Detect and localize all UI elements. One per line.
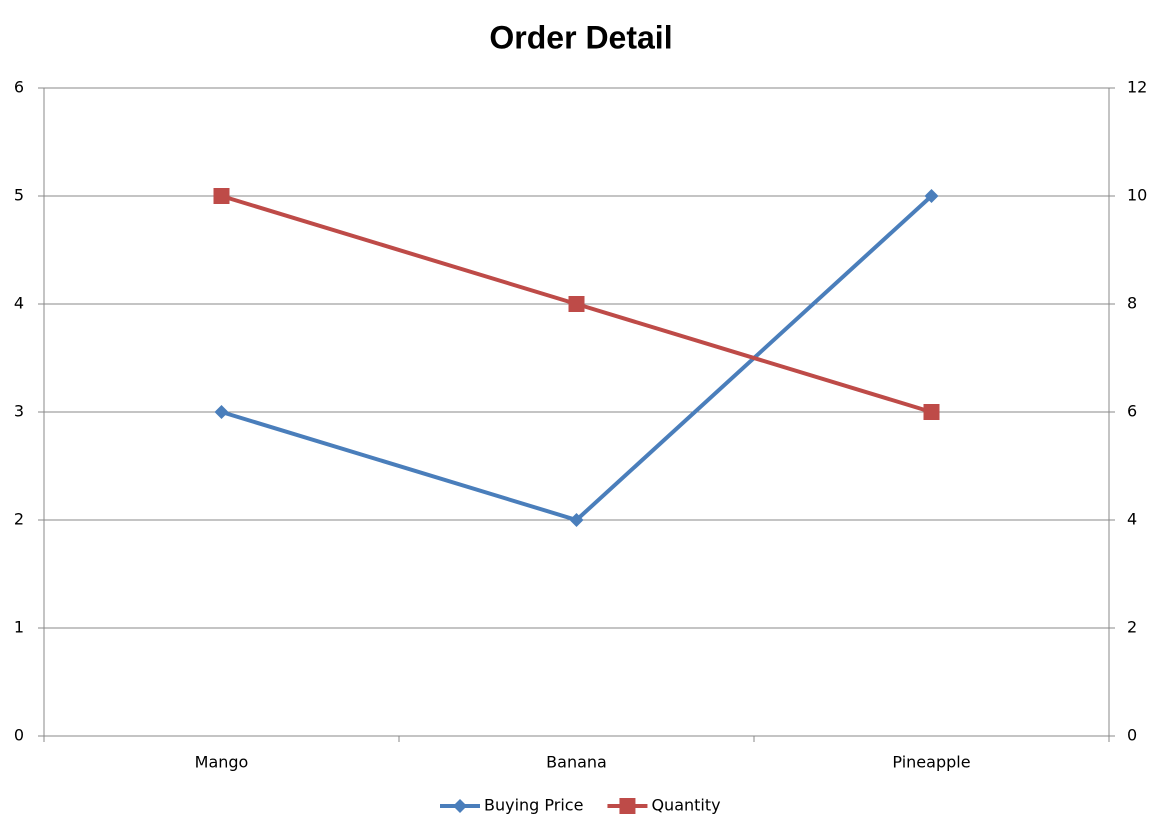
point-marker — [213, 188, 230, 204]
chart-title: Order Detail — [489, 19, 672, 55]
y-tick-label: 1 — [14, 618, 24, 637]
y-tick-label: 6 — [14, 78, 24, 97]
y-tick-label: 0 — [14, 726, 24, 745]
y2-tick-label: 4 — [1127, 510, 1137, 529]
y2-tick-label: 0 — [1127, 726, 1137, 745]
point-marker — [568, 296, 585, 312]
y2-tick-label: 6 — [1127, 402, 1137, 421]
point-marker — [924, 189, 939, 203]
y-tick-label: 3 — [14, 402, 24, 421]
legend-marker — [453, 799, 467, 813]
y2-tick-label: 2 — [1127, 618, 1137, 637]
legend-marker — [619, 798, 636, 814]
y-tick-label: 4 — [14, 294, 24, 313]
y-tick-label: 5 — [14, 186, 24, 205]
point-marker — [214, 405, 229, 419]
series-line — [220, 194, 933, 523]
point-marker — [923, 404, 940, 420]
x-tick-label: Pineapple — [892, 753, 970, 772]
y2-tick-label: 10 — [1127, 186, 1147, 205]
legend-label: Buying Price — [484, 796, 583, 815]
point-marker — [569, 513, 584, 527]
x-tick-label: Banana — [546, 753, 607, 772]
y-tick-label: 2 — [14, 510, 24, 529]
x-tick-label: Mango — [195, 753, 249, 772]
y2-tick-label: 8 — [1127, 294, 1137, 313]
legend-label: Quantity — [651, 796, 720, 815]
y2-tick-label: 12 — [1127, 78, 1147, 97]
